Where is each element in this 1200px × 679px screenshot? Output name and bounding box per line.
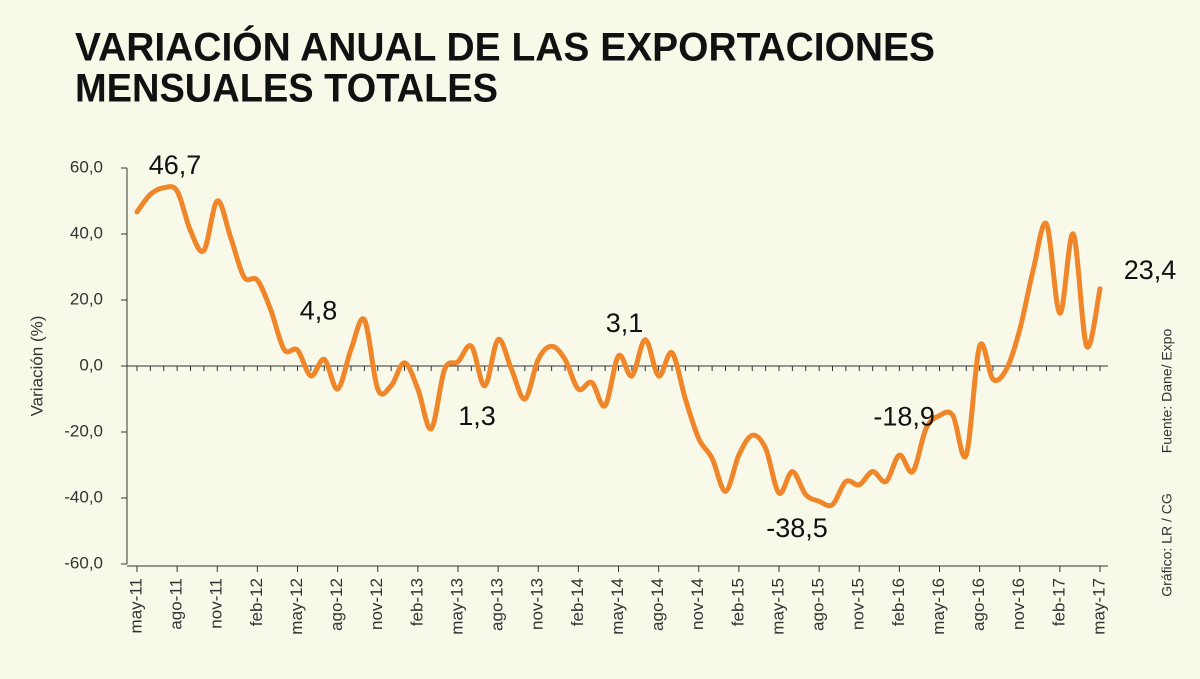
- x-tick-label: ago-11: [167, 578, 186, 630]
- y-tick-label: -40,0: [64, 487, 103, 506]
- x-tick-label: nov-14: [688, 578, 707, 630]
- y-tick-label: 60,0: [70, 157, 103, 176]
- x-tick-label: may-13: [447, 578, 466, 635]
- x-tick-label: nov-13: [528, 578, 547, 630]
- y-axis-label: Variación (%): [27, 316, 46, 417]
- source: Fuente: Dane/ Expo: [1159, 329, 1175, 454]
- x-tick-label: may-11: [126, 578, 145, 633]
- chart-title: MENSUALES TOTALES: [75, 67, 498, 111]
- credit: Gráfico: LR / CG: [1159, 493, 1175, 596]
- x-tick-label: feb-16: [889, 578, 908, 626]
- x-tick-label: may-16: [929, 578, 948, 635]
- value-label: 3,1: [606, 308, 644, 338]
- value-label: 4,8: [300, 295, 338, 325]
- x-tick-label: ago-15: [809, 578, 828, 631]
- chart-title: VARIACIÓN ANUAL DE LAS EXPORTACIONES: [75, 24, 935, 70]
- x-tick-label: may-12: [287, 578, 306, 635]
- x-tick-label: may-17: [1089, 578, 1108, 635]
- y-tick-label: -20,0: [64, 421, 103, 440]
- x-tick-label: feb-15: [728, 578, 747, 626]
- value-label: -18,9: [873, 401, 935, 431]
- y-tick-label: -60,0: [64, 553, 103, 572]
- x-tick-label: may-14: [608, 578, 627, 635]
- x-tick-label: nov-15: [849, 578, 868, 630]
- x-tick-label: feb-14: [568, 578, 587, 626]
- x-tick-label: ago-12: [327, 578, 346, 631]
- x-tick-label: feb-13: [407, 578, 426, 626]
- y-tick-label: 20,0: [70, 289, 103, 308]
- y-tick-label: 40,0: [70, 223, 103, 242]
- x-tick-label: nov-11: [207, 578, 226, 629]
- value-label: 23,4: [1124, 255, 1177, 285]
- x-tick-label: ago-16: [969, 578, 988, 631]
- x-tick-label: feb-17: [1049, 578, 1068, 626]
- value-label: 1,3: [458, 401, 496, 431]
- x-tick-label: nov-16: [1009, 578, 1028, 630]
- value-label: 46,7: [149, 150, 202, 180]
- x-tick-label: may-15: [768, 578, 787, 635]
- line: [134, 184, 1103, 509]
- x-tick-label: ago-13: [488, 578, 507, 631]
- x-tick-label: ago-14: [648, 578, 667, 631]
- y-tick-label: 0,0: [79, 355, 103, 374]
- x-tick-label: feb-12: [247, 578, 266, 626]
- x-tick-label: nov-12: [367, 578, 386, 630]
- value-label: -38,5: [766, 513, 828, 543]
